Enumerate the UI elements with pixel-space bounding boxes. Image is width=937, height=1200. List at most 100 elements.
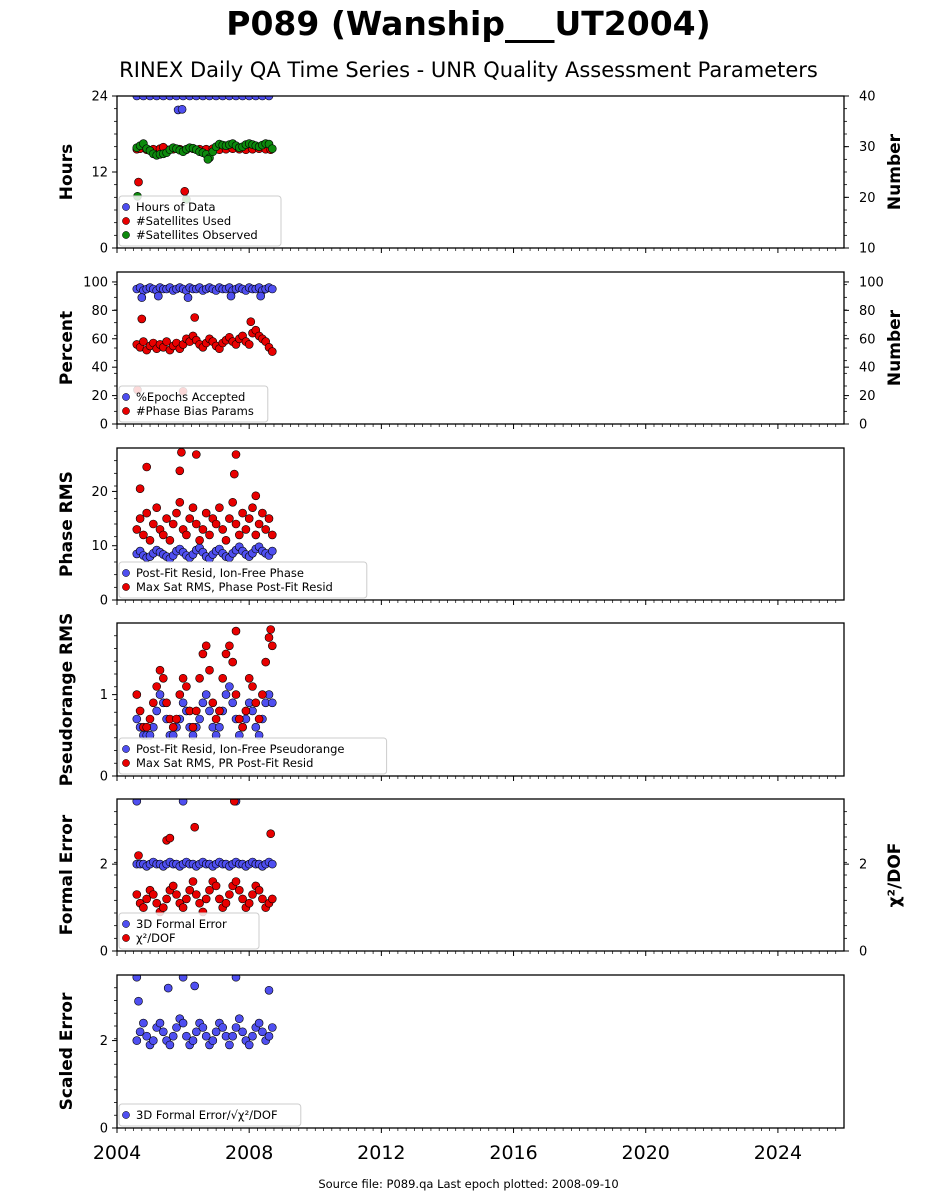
legend-marker — [122, 569, 130, 577]
data-point — [258, 894, 267, 904]
data-point — [178, 975, 188, 982]
data-point — [165, 96, 175, 101]
data-point — [132, 690, 142, 699]
data-point — [132, 1036, 142, 1045]
data-point — [231, 519, 241, 529]
data-point — [221, 649, 231, 659]
data-point — [180, 187, 189, 196]
panel-3: 0 10 20 Phase RMS Post-Fit Resid, Ion-Free P… — [57, 447, 845, 609]
data-point — [185, 514, 194, 523]
legend-box — [118, 195, 282, 247]
data-point — [225, 96, 234, 101]
data-point — [230, 799, 239, 806]
data-point — [198, 1023, 208, 1032]
x-tick-label: 2008 — [225, 1142, 273, 1164]
data-point — [188, 877, 198, 886]
data-point — [208, 698, 218, 708]
data-point — [139, 96, 148, 101]
data-point — [152, 898, 161, 908]
data-point — [241, 525, 251, 534]
y-right-tick-label: 2 — [859, 858, 867, 873]
y-right-tick-label: 0 — [859, 418, 867, 433]
data-point — [139, 337, 148, 346]
data-point — [142, 1031, 151, 1041]
data-point — [139, 530, 148, 540]
data-point — [139, 903, 148, 912]
data-point — [195, 535, 204, 545]
data-point — [192, 519, 201, 529]
data-point — [201, 508, 211, 518]
panel-4: 0 1 Pseudorange RMS Post-Fit Resid, Ion-Fre… — [57, 613, 845, 787]
data-point — [152, 503, 161, 513]
data-point — [244, 898, 254, 908]
data-point — [182, 894, 191, 904]
data-point — [258, 508, 267, 518]
data-point — [152, 706, 161, 716]
legend-label: Max Sat RMS, Phase Post-Fit Resid — [136, 580, 333, 594]
data-point — [135, 484, 145, 494]
data-point — [172, 1023, 181, 1032]
y-right-tick-label: 60 — [859, 332, 876, 347]
data-point — [264, 96, 274, 101]
data-point — [228, 497, 237, 507]
data-point — [244, 96, 254, 101]
legend-label: Hours of Data — [136, 200, 216, 214]
data-point — [244, 514, 254, 523]
data-point — [178, 96, 188, 101]
y-tick-label: 2 — [100, 1034, 108, 1049]
data-point — [192, 96, 201, 101]
data-point — [231, 450, 241, 459]
legend: Post-Fit Resid, Ion-Free PseudorangeMax … — [118, 737, 388, 775]
data-point — [258, 96, 267, 101]
data-point — [251, 491, 261, 501]
data-point — [267, 347, 277, 356]
legend-label: Max Sat RMS, PR Post-Fit Resid — [136, 756, 313, 770]
data-point — [230, 469, 239, 479]
y-right-tick-label: 20 — [859, 389, 876, 404]
data-point — [267, 698, 277, 708]
data-point — [258, 1027, 267, 1037]
data-point — [228, 1031, 237, 1041]
data-point — [267, 530, 277, 540]
panel-6-points — [132, 975, 277, 1050]
y-tick-label: 0 — [100, 418, 108, 433]
data-point — [155, 690, 165, 699]
data-point — [177, 105, 187, 114]
data-point — [254, 1018, 264, 1028]
data-point — [221, 898, 231, 908]
source-footer: Source file: P089.qa Last epoch plotted:… — [318, 1177, 619, 1191]
y-right-tick-label: 40 — [859, 90, 876, 105]
data-point — [162, 514, 171, 523]
data-point — [155, 1018, 165, 1028]
data-point — [163, 983, 173, 993]
data-point — [149, 519, 158, 529]
data-point — [142, 462, 151, 472]
data-point — [231, 96, 241, 101]
legend: 3D Formal Error/√χ²/DOF — [118, 1103, 302, 1127]
data-point — [258, 690, 267, 699]
y-axis-right-label: Number — [885, 309, 905, 386]
data-point — [251, 96, 261, 101]
legend-label: #Satellites Observed — [136, 228, 258, 242]
data-point — [211, 1027, 221, 1037]
y-axis-label: Scaled Error — [57, 992, 77, 1110]
legend-marker — [122, 1111, 130, 1119]
data-point — [264, 514, 274, 523]
data-point — [132, 799, 142, 806]
data-point — [261, 525, 271, 534]
data-point — [254, 885, 264, 895]
data-point — [261, 657, 271, 667]
y-tick-label: 20 — [91, 485, 108, 500]
data-point — [267, 859, 277, 869]
legend: %Epochs Accepted#Phase Bias Params — [118, 385, 269, 423]
data-point — [235, 1014, 244, 1024]
data-point — [221, 690, 231, 699]
data-point — [266, 625, 276, 634]
y-axis-label: Pseudorange RMS — [57, 613, 77, 787]
data-point — [165, 535, 175, 545]
data-point — [235, 714, 244, 724]
legend-label: 3D Formal Error/√χ²/DOF — [136, 1108, 278, 1122]
data-point — [145, 96, 155, 101]
data-point — [267, 641, 277, 651]
